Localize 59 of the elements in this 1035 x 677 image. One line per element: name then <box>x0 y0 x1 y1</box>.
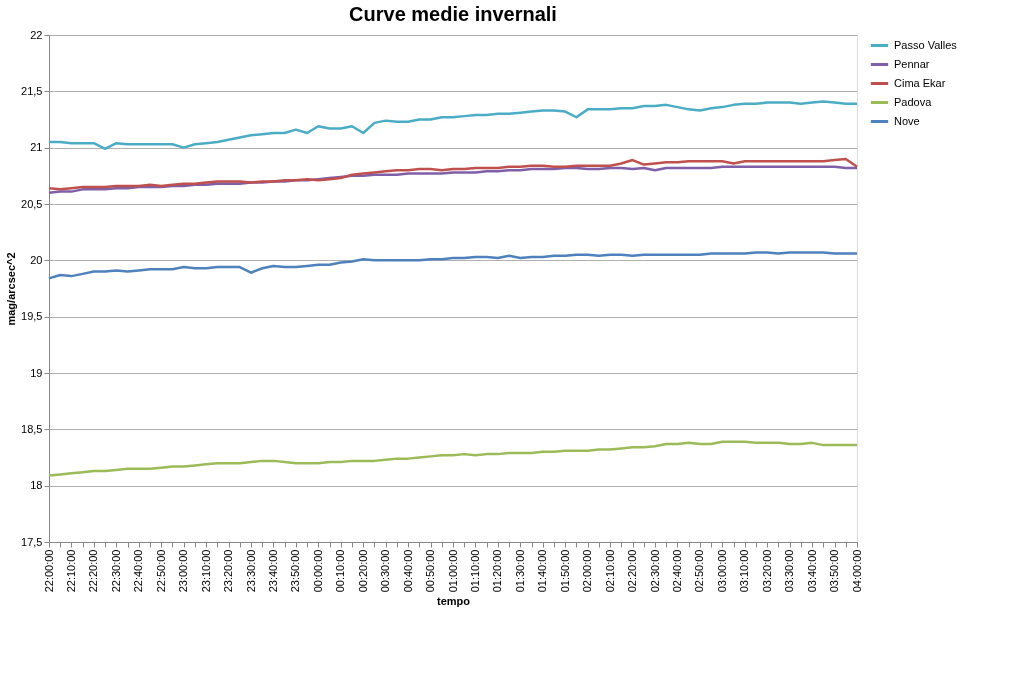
line-series <box>47 100 859 151</box>
y-tick-label: 21 <box>30 141 43 154</box>
x-tick-label: 02:00:00 <box>581 549 594 593</box>
line-series <box>47 157 859 191</box>
y-tick-label: 21,5 <box>21 84 43 97</box>
x-tick-label: 23:50:00 <box>289 549 302 593</box>
y-axis-title: mag/arcsec^2 <box>5 252 18 326</box>
y-tick-label: 18 <box>30 479 43 492</box>
legend-label: Passo Valles <box>894 38 958 51</box>
x-tick-label: 22:30:00 <box>109 549 122 593</box>
x-tick-label: 22:20:00 <box>87 549 100 593</box>
legend-label: Cima Ekar <box>894 76 946 89</box>
x-tick-label: 23:30:00 <box>244 549 257 593</box>
x-tick-label: 23:10:00 <box>199 549 212 593</box>
x-tick-label: 02:50:00 <box>693 549 706 593</box>
x-tick-label: 02:20:00 <box>626 549 639 593</box>
x-tick-label: 00:50:00 <box>424 549 437 593</box>
x-tick-label: 01:30:00 <box>513 549 526 593</box>
x-tick-label: 03:50:00 <box>828 549 841 593</box>
y-tick-label: 17,5 <box>21 535 43 548</box>
x-tick-label: 00:10:00 <box>334 549 347 593</box>
line-series <box>47 440 859 477</box>
x-tick-label: 00:40:00 <box>401 549 414 593</box>
x-tick-label: 01:50:00 <box>558 549 571 593</box>
x-tick-label: 01:20:00 <box>491 549 504 593</box>
x-tick-label: 03:00:00 <box>715 549 728 593</box>
x-tick-label: 23:40:00 <box>266 549 279 593</box>
x-tick-label: 00:00:00 <box>311 549 324 593</box>
x-tick-label: 23:20:00 <box>222 549 235 593</box>
line-series <box>47 251 859 280</box>
x-tick-label: 04:00:00 <box>850 549 863 593</box>
chart-title: Curve medie invernali <box>349 3 557 25</box>
y-tick-label: 22 <box>30 28 43 41</box>
x-tick-label: 22:40:00 <box>132 549 145 593</box>
y-tick-label: 20,5 <box>21 197 43 210</box>
x-tick-label: 03:20:00 <box>760 549 773 593</box>
x-tick-label: 00:20:00 <box>356 549 369 593</box>
y-tick-label: 19,5 <box>21 310 43 323</box>
x-axis-title: tempo <box>437 595 471 608</box>
x-tick-label: 23:00:00 <box>177 549 190 593</box>
x-tick-label: 02:30:00 <box>648 549 661 593</box>
y-tick-label: 19 <box>30 366 43 379</box>
x-tick-label: 22:10:00 <box>64 549 77 593</box>
x-tick-label: 03:40:00 <box>805 549 818 593</box>
x-tick-label: 22:00:00 <box>42 549 55 593</box>
x-tick-label: 22:50:00 <box>154 549 167 593</box>
legend-label: Pennar <box>894 57 930 70</box>
x-tick-label: 02:40:00 <box>670 549 683 593</box>
legend-label: Nove <box>894 114 920 127</box>
x-tick-label: 03:30:00 <box>783 549 796 593</box>
y-tick-label: 20 <box>30 253 43 266</box>
x-tick-label: 03:10:00 <box>738 549 751 593</box>
x-tick-label: 02:10:00 <box>603 549 616 593</box>
x-tick-label: 01:40:00 <box>536 549 549 593</box>
x-tick-label: 00:30:00 <box>379 549 392 593</box>
x-tick-label: 01:10:00 <box>468 549 481 593</box>
y-tick-label: 18,5 <box>21 422 43 435</box>
legend-label: Padova <box>894 95 933 108</box>
x-tick-label: 01:00:00 <box>446 549 459 593</box>
